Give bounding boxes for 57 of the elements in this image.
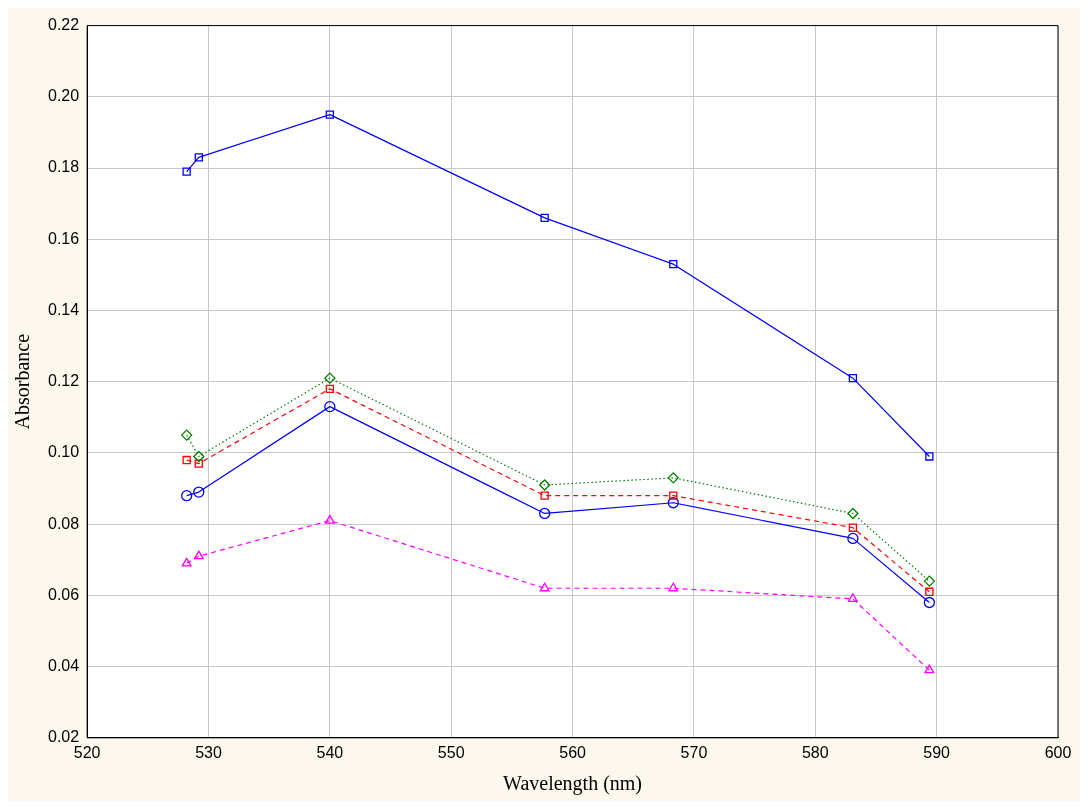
- point: [667, 472, 679, 484]
- y-tick-label: 0.20: [48, 87, 80, 105]
- x-tick-label: 550: [437, 743, 465, 761]
- point: [540, 491, 549, 500]
- point: [925, 452, 934, 461]
- y-tick-label: 0.12: [48, 372, 80, 390]
- point: [668, 582, 679, 592]
- point: [181, 429, 193, 441]
- point: [539, 582, 550, 592]
- x-tick-label: 540: [316, 743, 344, 761]
- point: [540, 213, 549, 223]
- x-tick-label: 530: [195, 743, 222, 761]
- point: [325, 384, 335, 394]
- x-tick-label: 520: [73, 743, 101, 761]
- point: [181, 490, 193, 502]
- y-tick-label: 0.02: [48, 728, 80, 746]
- point: [193, 486, 205, 498]
- x-tick-label: 570: [680, 743, 708, 761]
- point: [923, 596, 936, 609]
- point: [325, 110, 335, 119]
- y-tick-label: 0.14: [48, 300, 80, 318]
- y-axis-title: Absorbance: [11, 333, 34, 430]
- point: [324, 514, 335, 524]
- y-tick-label: 0.16: [48, 229, 80, 247]
- point: [669, 260, 678, 269]
- point: [848, 373, 858, 383]
- y-tick-label: 0.22: [48, 16, 80, 34]
- point: [847, 593, 858, 603]
- point: [182, 455, 191, 465]
- y-tick-label: 0.04: [48, 656, 80, 674]
- point: [848, 523, 858, 532]
- point: [539, 479, 551, 491]
- x-tick-label: 560: [559, 743, 587, 761]
- point: [847, 532, 859, 545]
- point: [194, 153, 203, 162]
- point: [324, 372, 336, 384]
- point: [924, 664, 935, 674]
- point: [667, 497, 679, 509]
- y-tick-label: 0.10: [48, 443, 80, 461]
- y-tick-label: 0.06: [48, 585, 80, 603]
- x-tick-label: 590: [923, 743, 951, 761]
- point: [193, 450, 205, 463]
- point: [669, 491, 678, 500]
- y-tick-label: 0.18: [48, 158, 80, 176]
- point: [181, 557, 192, 567]
- point: [925, 587, 934, 596]
- point: [847, 507, 859, 520]
- y-tick-label: 0.08: [48, 514, 80, 532]
- point: [539, 507, 551, 520]
- x-axis-title: Wavelength (nm): [503, 772, 643, 796]
- point: [194, 459, 203, 468]
- x-tick-label: 580: [801, 743, 829, 761]
- point: [182, 167, 191, 176]
- point: [324, 400, 336, 413]
- point: [193, 550, 204, 560]
- x-tick-label: 600: [1044, 743, 1072, 761]
- point: [923, 575, 936, 587]
